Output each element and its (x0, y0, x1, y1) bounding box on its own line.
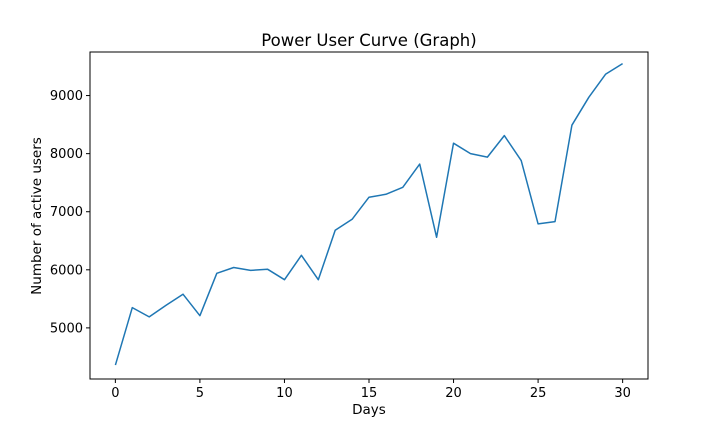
x-axis-label: Days (352, 402, 386, 418)
y-tick-label: 6000 (50, 263, 83, 278)
x-tick-label: 5 (196, 386, 204, 401)
y-axis-label: Number of active users (29, 137, 45, 295)
x-tick-label: 15 (361, 386, 378, 401)
plot-frame (89, 51, 649, 380)
y-tick-label: 7000 (50, 205, 83, 220)
x-tick-label: 10 (276, 386, 293, 401)
plot-area: 0 5 10 15 20 25 30 5000 6000 7000 8000 9000 (50, 51, 649, 401)
x-tick-label: 20 (445, 386, 462, 401)
y-tick-label: 5000 (50, 321, 83, 336)
y-tick-label: 9000 (50, 89, 83, 104)
x-tick-label: 0 (111, 386, 119, 401)
x-tick-label: 25 (530, 386, 547, 401)
y-tick-label: 8000 (50, 147, 83, 162)
series-line-0 (114, 62, 623, 366)
chart-title: Power User Curve (Graph) (261, 31, 476, 50)
x-tick-label: 30 (614, 386, 631, 401)
